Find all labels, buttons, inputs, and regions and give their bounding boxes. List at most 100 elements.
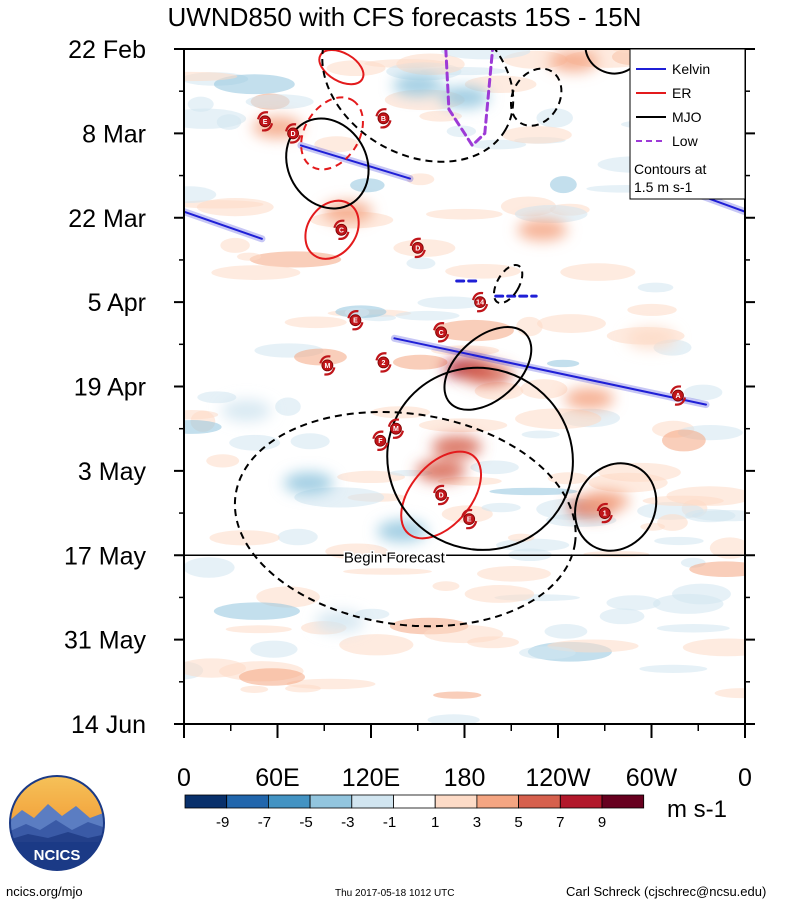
noise-patch [467,636,519,649]
colorbar-tick-label: 7 [556,814,564,831]
mjo-contour [386,366,574,551]
storm-marker-label: M [393,426,399,433]
noise-patch [588,472,668,493]
storm-marker-arm [347,309,359,319]
colorbar-swatch [309,794,353,809]
colorbar-units: m s-1 [667,796,727,823]
y-tick-label: 22 Feb [68,36,146,64]
noise-patch [206,454,240,468]
storm-marker-arm [380,364,392,373]
colorbar-swatch [434,794,478,809]
y-tick-label: 3 May [78,458,147,486]
storm-marker-arm [375,352,387,361]
noise-patch [477,566,551,582]
colorbar-tick-label: -9 [216,814,229,831]
storm-marker-arm [372,430,384,440]
noise-patch [184,420,222,434]
storm-marker: E [347,309,364,331]
noise-patch [560,263,636,281]
noise-patch [184,557,235,578]
anomaly-blob [564,387,615,410]
anomaly-blob [392,74,443,97]
noise-patch [637,282,674,293]
anomaly-blob [439,86,490,109]
storm-marker-arm [338,231,350,241]
anomaly-blob [579,490,630,512]
noise-patch [544,624,588,639]
colorbar-tick-label: 1 [431,814,439,831]
noise-patch [184,108,247,129]
colorbar-swatch [559,794,603,809]
storm-marker-arm [319,355,331,364]
noise-patch [431,345,500,356]
storm-marker-arm [472,291,484,301]
noise-patch [209,530,280,546]
kelvin-contour [184,210,263,240]
noise-patch [709,537,745,559]
mjo-contour [285,117,370,210]
colorbar-tick-label: 3 [473,814,481,831]
colorbar: -9 -7 -5 -3 -1 1 3 5 7 9 [184,794,645,831]
storm-marker-arm [380,119,392,129]
noise-patch [549,176,577,194]
noise-patch [474,382,524,401]
anomaly-blob [517,218,568,241]
colorbar-tick-label: 5 [514,814,522,831]
storm-marker-arm [333,219,345,229]
storm-marker-dot [474,296,486,309]
legend-note: Contours at [634,161,706,177]
noise-patch [395,310,460,321]
noise-patch [284,316,347,329]
colorbar-tick-label: 9 [598,814,606,831]
storm-marker-arm [352,321,364,331]
storm-marker: M [319,355,336,376]
logo-text: NCICS [34,847,81,864]
noise-patch [515,408,602,430]
noise-patch [213,74,295,95]
noise-patch [441,49,531,60]
kelvin-contour [393,337,707,406]
mjo-contour [492,263,524,305]
anomaly-blob [431,435,482,458]
axes: 22 Feb 8 Mar 22 Mar 5 Apr 19 Apr 3 May 17 May 3… [64,36,755,792]
x-tick-label: 60W [626,764,678,792]
noise-patch [417,296,485,309]
anomaly-blob [626,327,677,350]
noise-patch [469,139,527,150]
mjo-contour [574,462,658,552]
storm-marker-arm [414,249,426,259]
storm-marker-dot [287,127,299,140]
y-tick-label: 14 Jun [71,711,146,739]
anomaly-blob [221,399,272,422]
storm-marker-dot [349,314,362,327]
noise-patch [433,691,482,699]
noise-patch [290,433,330,450]
kelvin-contour [299,144,411,180]
noise-patch [286,678,376,690]
storm-marker-arm [437,333,450,343]
storm-marker-label: C [339,227,344,234]
colorbar-swatch [226,794,269,809]
noise-patch [606,595,661,611]
noise-patch [426,208,503,220]
storm-marker-arm [601,514,613,524]
storm-marker: 1 [596,502,613,524]
noise-patch [229,434,281,451]
noise-patch [689,561,745,577]
colorbar-swatch [351,794,394,809]
x-tick-label: 120E [342,764,400,792]
y-tick-label: 22 Mar [68,205,146,233]
legend: Kelvin ER MJO Low Contours at 1.5 m s-1 [629,48,746,200]
storm-marker-arm [437,496,450,506]
storm-marker-dot [411,241,424,254]
noise-patch [546,359,580,368]
noise-patch [250,640,298,658]
noise-patch [225,625,292,634]
storm-marker-arm [324,367,336,376]
y-tick-label: 17 May [64,542,146,570]
storm-marker: C [333,219,350,241]
storm-marker: E [256,111,274,132]
storm-marker-arm [669,385,682,394]
noise-patch [213,602,300,620]
